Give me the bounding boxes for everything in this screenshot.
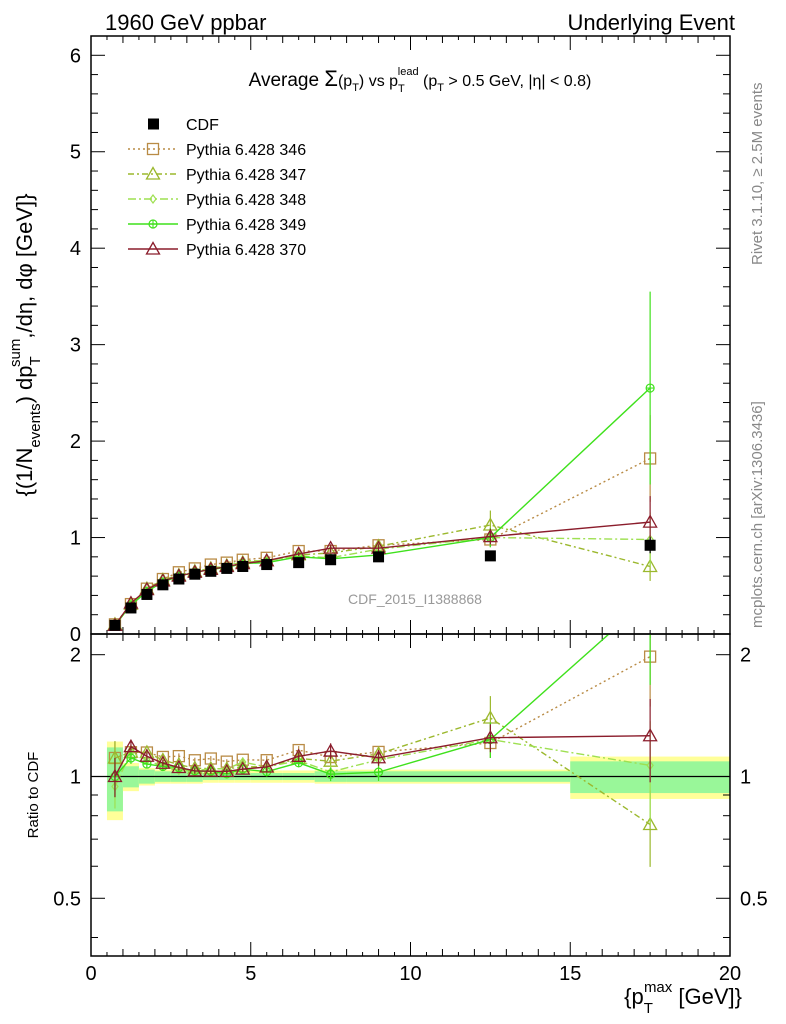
legend-label-data: CDF (186, 117, 219, 134)
series-3-ratio-point (373, 767, 384, 777)
x-tick-label: 10 (399, 963, 421, 985)
series-3-ratio-point (646, 593, 654, 601)
ratio-y-tick-label-right: 2 (740, 645, 751, 667)
data-point (173, 573, 185, 585)
x-tick-label: 15 (559, 963, 581, 985)
ratio-y-axis-label: Ratio to CDF (25, 752, 42, 839)
legend-marker-3 (148, 219, 158, 229)
ratio-y-tick-label-right: 1 (740, 766, 751, 788)
y-tick-label: 6 (70, 45, 81, 67)
series-3-ratio-point (326, 769, 336, 779)
data-point (157, 579, 169, 591)
series-4-ratio-point (323, 743, 339, 757)
series-4-ratio-point (259, 759, 275, 773)
series-1-point (642, 558, 658, 573)
header-left: 1960 GeV ppbar (105, 10, 266, 35)
series-4-ratio-point (139, 748, 155, 762)
data-point (373, 551, 385, 563)
ratio-y-tick-label-right: 0.5 (740, 888, 768, 910)
series-4-ratio-point (155, 755, 171, 769)
x-tick-label: 20 (719, 963, 741, 985)
legend-marker-data (148, 118, 159, 130)
series-2-ratio-line (114, 738, 651, 787)
y-tick-label: 3 (70, 335, 81, 357)
ratio-y-tick-label: 0.5 (53, 888, 81, 910)
data-point (205, 565, 217, 577)
series-1-ratio-point (642, 816, 658, 831)
legend-label-4: Pythia 6.428 370 (186, 242, 306, 259)
plot-title: Average Σ(pT) vs pTlead (pT > 0.5 GeV, |… (249, 66, 592, 95)
mcplots-label: mcplots.cern.ch [arXiv:1306.3436] (749, 401, 766, 628)
series-4-ratio-point (370, 749, 387, 764)
legend-label-2: Pythia 6.428 348 (186, 192, 306, 209)
data-point (325, 554, 337, 566)
series-4-ratio-point (642, 727, 658, 742)
x-tick-label: 5 (245, 963, 256, 985)
series-4-ratio-point (291, 748, 307, 762)
series-4-ratio-point (203, 763, 219, 777)
x-tick-label: 0 (85, 963, 96, 985)
header-right: Underlying Event (567, 10, 735, 35)
series-4-point (642, 514, 658, 528)
data-point (109, 619, 121, 631)
y-tick-label: 0 (70, 624, 81, 646)
data-point (221, 562, 233, 574)
series-3-point (645, 383, 655, 393)
legend-marker-1 (145, 166, 161, 180)
series-4-ratio-point (482, 729, 498, 744)
y-axis-label: {(1/Nevents) dpTsum,/dη, dφ [GeV]} (7, 193, 44, 496)
series-4-ratio-point (171, 759, 187, 774)
data-point (237, 560, 249, 572)
watermark: CDF_2015_I1388868 (348, 591, 482, 607)
series-3-ratio-point-ring (646, 593, 654, 601)
series-4-point (323, 540, 339, 554)
data-point (125, 602, 137, 614)
series-4-ratio-point (235, 761, 251, 775)
data-point (189, 568, 201, 580)
x-axis-label: {pTmax [GeV]} (624, 979, 742, 1017)
ratio-plot-area (91, 593, 730, 867)
ratio-y-tick-label: 2 (70, 645, 81, 667)
series-4-ratio-point (107, 768, 123, 783)
legend-marker-4 (145, 241, 161, 255)
series-2-ratio-point (175, 765, 183, 776)
data-point (141, 588, 153, 600)
data-point (293, 557, 305, 569)
series-3-line (114, 387, 651, 626)
data-point (644, 539, 656, 551)
y-tick-label: 4 (70, 238, 81, 260)
legend-label-1: Pythia 6.428 347 (186, 167, 306, 184)
series-4-ratio-point (219, 763, 235, 778)
legend-marker-2 (149, 194, 157, 204)
series-0-line (114, 457, 651, 625)
series-4-point (482, 528, 498, 543)
y-tick-label: 5 (70, 142, 81, 164)
ratio-panel: 0 5 10 15 20 0.5 0.5 1 1 2 2 (53, 593, 768, 985)
main-panel: 0 1 2 3 4 5 6 (70, 35, 731, 956)
series-4-ratio-point (123, 738, 139, 753)
legend-label-3: Pythia 6.428 349 (186, 217, 306, 234)
legend: CDF Pythia 6.428 346 Pythia 6.428 347 Pythi… (128, 117, 306, 259)
y-tick-label: 2 (70, 431, 81, 453)
legend-label-0: Pythia 6.428 346 (186, 142, 306, 159)
ratio-y-tick-label: 1 (70, 766, 81, 788)
rivet-label: Rivet 3.1.10, ≥ 2.5M events (749, 83, 766, 266)
y-tick-label: 1 (70, 528, 81, 550)
data-point (261, 559, 273, 571)
data-point (484, 550, 496, 562)
series-4-ratio-point (187, 763, 203, 777)
main-plot-area (107, 291, 658, 631)
series-3-ratio-point (126, 753, 136, 763)
legend-marker-0 (146, 142, 160, 156)
